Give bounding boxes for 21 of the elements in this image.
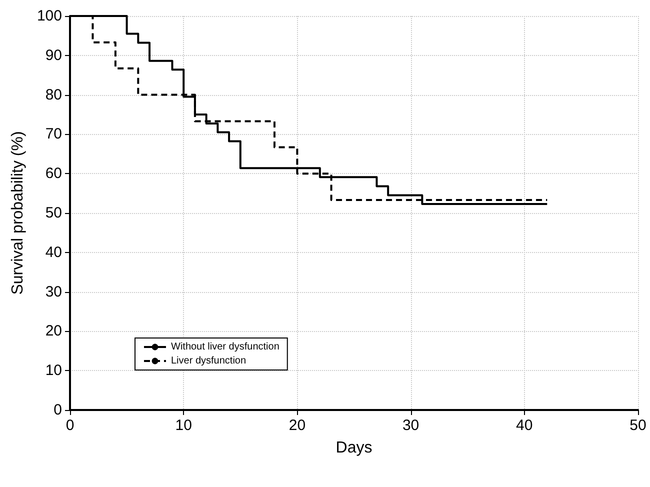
y-tick-label: 70 <box>45 126 62 143</box>
y-tick-label: 0 <box>54 402 62 418</box>
x-tick-label: 50 <box>630 417 646 434</box>
x-tick-label: 30 <box>402 417 420 434</box>
y-tick-label: 80 <box>45 86 62 104</box>
y-tick-label: 40 <box>45 244 62 261</box>
y-tick-label: 30 <box>45 283 62 300</box>
y-tick-label: 100 <box>36 8 62 24</box>
x-axis-title: Days <box>336 440 372 456</box>
y-tick-label: 20 <box>45 322 62 340</box>
x-tick-label: 20 <box>288 417 306 434</box>
x-tick-label: 40 <box>516 417 533 434</box>
legend-label: Without liver dysfunction <box>171 342 280 352</box>
y-tick-label: 50 <box>45 204 62 222</box>
y-tick-label: 90 <box>45 46 62 64</box>
x-tick-label: 10 <box>175 417 192 434</box>
x-tick-label: 0 <box>66 417 74 434</box>
y-tick-label: 10 <box>45 362 62 380</box>
y-tick-label: 60 <box>45 165 62 182</box>
legend-label: Liver dysfunction <box>171 356 246 366</box>
y-axis-title: Survival probability (%) <box>10 131 27 295</box>
